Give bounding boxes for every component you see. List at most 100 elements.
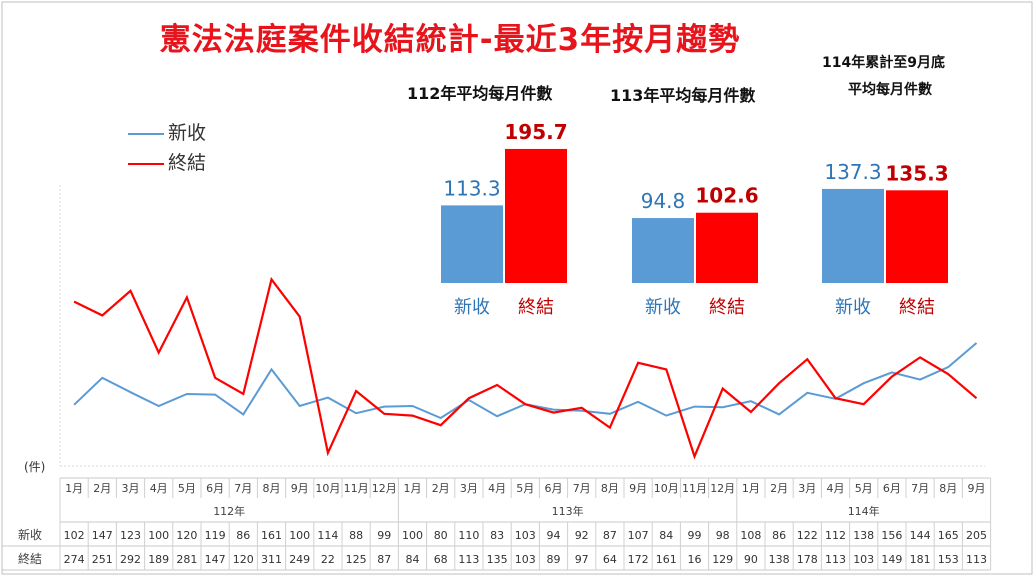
month-label: 10月 (654, 482, 679, 495)
avg-label-closed-1: 終結 (709, 297, 745, 318)
table-value-new: 110 (458, 529, 479, 542)
table-value-new: 100 (402, 529, 423, 542)
table-value-new: 86 (772, 529, 786, 542)
month-label: 3月 (122, 482, 140, 495)
month-label: 6月 (883, 482, 901, 495)
table-value-closed: 103 (853, 553, 874, 566)
table-value-new: 100 (289, 529, 310, 542)
table-value-new: 144 (910, 529, 931, 542)
avg-bar-new-2 (822, 188, 884, 283)
avg-value-new-1: 94.8 (641, 189, 686, 213)
table-value-new: 87 (603, 529, 617, 542)
avg-value-new-2: 137.3 (824, 160, 881, 184)
table-value-new: 120 (176, 529, 197, 542)
month-label: 7月 (234, 482, 252, 495)
table-value-new: 98 (716, 529, 730, 542)
table-value-new: 83 (490, 529, 504, 542)
month-label: 8月 (263, 482, 281, 495)
series-new-line (73, 342, 978, 420)
table-value-closed: 97 (575, 553, 589, 566)
y-unit-label: (件) (24, 460, 46, 474)
table-value-closed: 189 (148, 553, 169, 566)
table-value-closed: 138 (769, 553, 790, 566)
month-label: 9月 (291, 482, 309, 495)
month-label: 4月 (150, 482, 168, 495)
table-value-new: 94 (547, 529, 561, 542)
avg-bar-closed-2 (886, 190, 948, 283)
table-value-closed: 274 (64, 553, 85, 566)
table-value-closed: 129 (712, 553, 733, 566)
table-value-closed: 16 (688, 553, 702, 566)
row-header-new: 新收 (18, 527, 42, 542)
table-value-new: 99 (688, 529, 702, 542)
month-label: 3月 (798, 482, 816, 495)
table-value-closed: 149 (881, 553, 902, 566)
table-value-closed: 113 (966, 553, 987, 566)
table-value-closed: 84 (406, 553, 420, 566)
year-label-0: 112年 (213, 504, 245, 518)
avg-label-new-1: 新收 (645, 297, 681, 318)
table-value-new: 161 (261, 529, 282, 542)
legend-new-label: 新收 (168, 122, 207, 144)
legend-closed-label: 終結 (168, 152, 207, 174)
avg-value-closed-2: 135.3 (885, 161, 948, 185)
table-value-new: 205 (966, 529, 987, 542)
table-value-closed: 89 (547, 553, 561, 566)
table-value-new: 156 (881, 529, 902, 542)
table-value-closed: 113 (458, 553, 479, 566)
row-header-closed: 終結 (18, 551, 42, 566)
table-value-closed: 120 (233, 553, 254, 566)
month-label: 4月 (827, 482, 845, 495)
avg-bar-new-1 (632, 218, 694, 283)
table-value-closed: 292 (120, 553, 141, 566)
table-value-closed: 251 (92, 553, 113, 566)
table-value-closed: 68 (434, 553, 448, 566)
table-value-new: 108 (740, 529, 761, 542)
avg-value-new-0: 113.3 (443, 176, 500, 200)
table-value-closed: 90 (744, 553, 758, 566)
legend-new: 新收 (128, 118, 206, 145)
table-value-new: 138 (853, 529, 874, 542)
table-value-new: 107 (628, 529, 649, 542)
avg-bar-new-0 (441, 205, 503, 283)
year-label-2: 114年 (848, 504, 880, 518)
month-label: 5月 (855, 482, 873, 495)
month-label: 5月 (516, 482, 534, 495)
legend-closed: 終結 (128, 148, 206, 175)
month-label: 1月 (404, 482, 422, 495)
month-label: 9月 (629, 482, 647, 495)
avg-bar-closed-0 (505, 148, 567, 283)
legend-new-swatch (128, 132, 164, 135)
table-value-new: 123 (120, 529, 141, 542)
table-value-new: 99 (377, 529, 391, 542)
month-label: 3月 (460, 482, 478, 495)
avg-header-114-line2: 平均每月件數 (848, 82, 932, 98)
table-value-new: 88 (349, 529, 363, 542)
table-value-new: 80 (434, 529, 448, 542)
table-value-new: 165 (938, 529, 959, 542)
table-value-new: 102 (64, 529, 85, 542)
avg-label-closed-0: 終結 (518, 297, 554, 318)
table-value-new: 122 (797, 529, 818, 542)
month-label: 1月 (65, 482, 83, 495)
avg-value-closed-1: 102.6 (695, 184, 758, 208)
avg-header-113: 113年平均每月件數 (610, 86, 756, 105)
legend-closed-swatch (128, 162, 164, 165)
table-value-closed: 172 (628, 553, 649, 566)
table-value-closed: 135 (487, 553, 508, 566)
table-value-closed: 181 (910, 553, 931, 566)
avg-label-closed-2: 終結 (899, 297, 935, 318)
table-value-closed: 22 (321, 553, 335, 566)
chart-title: 憲法法庭案件收結統計-最近3年按月趨勢 (159, 22, 741, 58)
month-label: 11月 (682, 482, 707, 495)
table-value-new: 112 (825, 529, 846, 542)
table-value-closed: 87 (377, 553, 391, 566)
table-value-closed: 103 (515, 553, 536, 566)
avg-value-closed-0: 195.7 (504, 120, 567, 144)
month-label: 8月 (601, 482, 619, 495)
month-label: 5月 (178, 482, 196, 495)
table-value-closed: 311 (261, 553, 282, 566)
table-value-new: 92 (575, 529, 589, 542)
